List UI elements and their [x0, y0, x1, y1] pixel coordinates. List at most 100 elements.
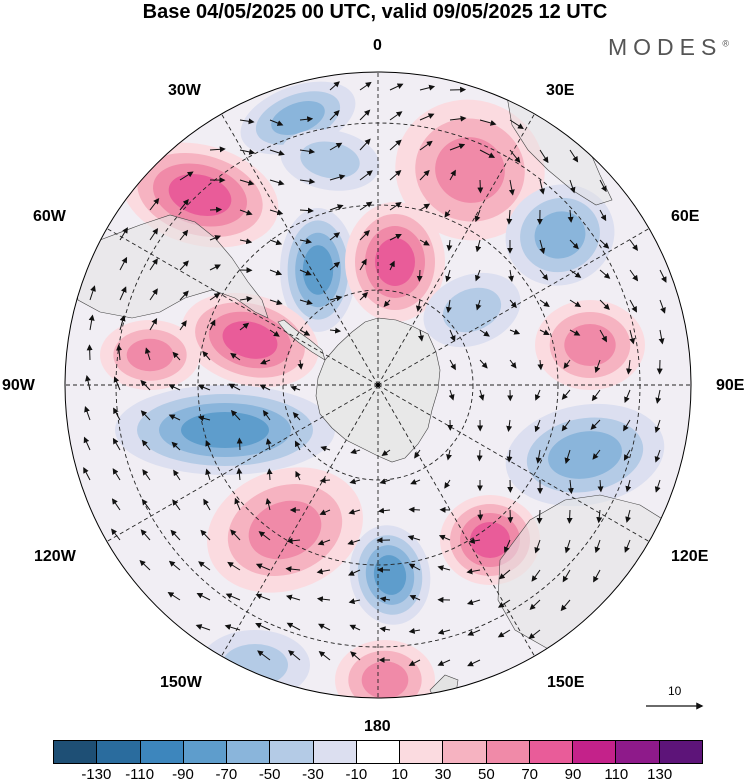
wind-arrow — [359, 230, 370, 241]
wind-arrow — [113, 407, 121, 421]
wind-arrow — [474, 269, 481, 282]
wind-arrow — [359, 201, 373, 211]
wind-arrow — [508, 269, 514, 282]
wind-vectors — [83, 81, 667, 667]
wind-arrow — [597, 479, 604, 493]
colorbar-tick-label: -110 — [125, 766, 155, 783]
wind-arrow — [290, 385, 301, 392]
wind-arrow — [255, 563, 271, 571]
wind-arrow — [349, 478, 361, 485]
wind-arrow — [209, 319, 216, 331]
lon-label-60e: 60E — [671, 208, 700, 225]
wind-arrow — [590, 419, 601, 430]
wind-arrow — [179, 229, 189, 241]
latitude-circle — [197, 204, 559, 566]
wind-arrow — [111, 498, 121, 511]
wind-arrow — [623, 419, 631, 432]
wind-arrow — [239, 118, 255, 125]
wind-arrow — [449, 329, 456, 342]
wind-arrow — [389, 233, 402, 241]
negative-anomaly-contour — [181, 412, 269, 448]
wind-arrow — [569, 179, 576, 194]
wind-arrow — [624, 539, 631, 553]
colorbar-segment — [356, 741, 401, 763]
wind-arrow — [474, 209, 481, 223]
wind-arrow — [529, 599, 541, 611]
wind-arrow — [410, 479, 421, 485]
wind-arrow — [86, 344, 93, 361]
wind-arrow — [503, 539, 511, 553]
wind-arrow — [475, 239, 482, 253]
wind-arrow — [348, 569, 361, 576]
wind-arrow — [269, 209, 284, 216]
wind-arrow — [230, 410, 241, 421]
wind-arrow — [528, 629, 541, 640]
meridian-line — [106, 228, 379, 386]
meridian-line — [221, 384, 379, 657]
colorbar-tick-label: -10 — [345, 766, 368, 783]
wind-arrow — [389, 260, 395, 271]
wind-arrow — [539, 329, 550, 335]
wind-arrow — [567, 479, 574, 495]
wind-arrow — [236, 437, 243, 451]
wind-arrow — [285, 566, 301, 573]
wind-arrow — [329, 261, 341, 271]
wind-arrow — [239, 238, 253, 245]
colorbar-segment — [486, 741, 530, 763]
wind-arrow — [509, 329, 521, 335]
colorbar-tick-label: 110 — [604, 766, 629, 783]
wind-arrow — [179, 260, 189, 271]
wind-arrow — [149, 228, 159, 241]
wind-arrow — [539, 299, 550, 307]
wind-arrow — [509, 299, 517, 309]
wind-arrow — [239, 179, 255, 186]
wind-arrow — [295, 470, 301, 481]
lon-label-30e: 30E — [546, 82, 575, 99]
wind-arrow — [239, 322, 250, 331]
wind-arrow — [477, 179, 484, 194]
wind-arrow — [539, 269, 549, 281]
wind-arrow — [179, 290, 189, 301]
colorbar-segment — [183, 741, 228, 763]
wind-arrow — [408, 563, 421, 571]
meridian-line — [377, 384, 535, 657]
wind-arrow — [269, 179, 285, 186]
wind-arrow — [209, 235, 222, 241]
wind-arrow — [534, 419, 541, 433]
wind-arrow — [437, 628, 451, 635]
colorbar-segment — [659, 741, 702, 763]
wind-arrow — [437, 659, 451, 666]
wind-arrow — [561, 419, 571, 432]
wind-arrow — [625, 359, 632, 375]
wind-arrow — [446, 449, 452, 461]
wind-arrow — [569, 149, 579, 163]
wind-arrow — [419, 169, 430, 181]
wind-arrow — [262, 410, 271, 421]
wind-arrow — [466, 568, 481, 575]
meridian-line — [106, 384, 379, 542]
wind-arrow — [654, 419, 661, 434]
wind-arrow — [659, 299, 666, 314]
wind-arrow — [408, 627, 421, 634]
wind-arrow — [509, 149, 521, 164]
colorbar-tick-label: -70 — [215, 766, 238, 783]
wind-arrow — [236, 467, 243, 481]
wind-arrow — [299, 269, 312, 276]
colorbar-tick-label: -90 — [172, 766, 194, 783]
lon-label-150e: 150E — [547, 674, 585, 691]
wind-arrow — [149, 197, 160, 211]
colorbar-segment — [573, 741, 617, 763]
wind-arrow — [209, 264, 221, 271]
wind-arrow — [419, 203, 431, 211]
wind-arrow — [329, 174, 346, 181]
wind-arrow — [359, 292, 369, 301]
wind-arrow — [449, 359, 456, 371]
wind-arrow — [534, 389, 541, 401]
wind-arrow — [179, 198, 189, 211]
wind-arrow — [476, 449, 483, 462]
wind-arrow — [531, 569, 541, 582]
wind-arrow — [349, 624, 361, 631]
colorbar-segment — [313, 741, 357, 763]
wind-arrow — [508, 179, 515, 196]
wind-arrow — [83, 467, 91, 481]
